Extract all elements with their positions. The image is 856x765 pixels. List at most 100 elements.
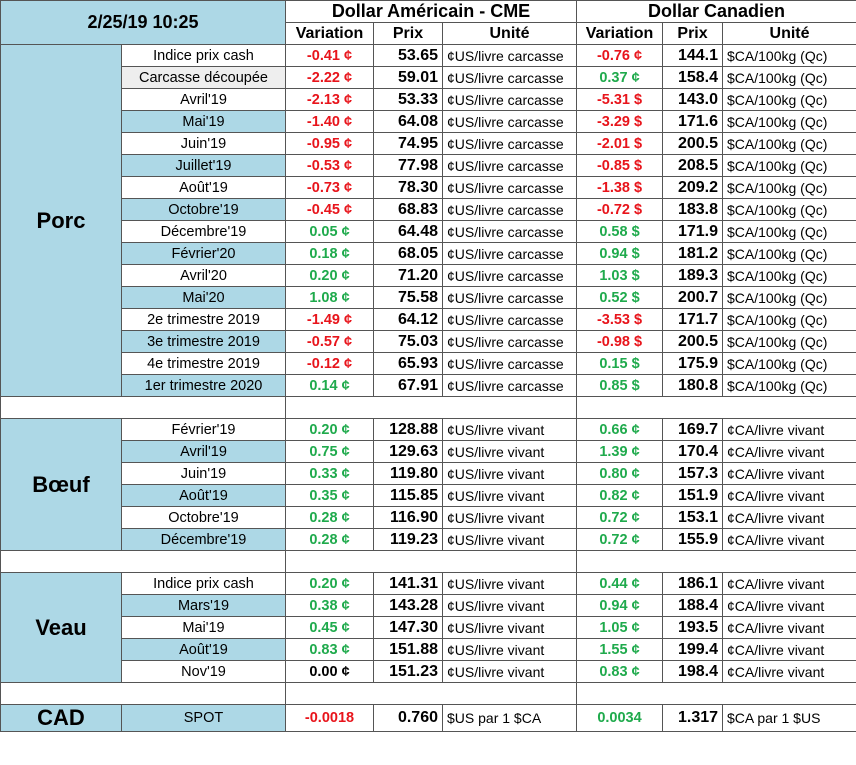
table-row: Juillet'19 -0.53 ¢ 77.98 ¢US/livre carcasse… — [1, 154, 856, 177]
table-row: Mai'19 0.45 ¢ 147.30 ¢US/livre vivant 1.05 ¢… — [1, 616, 856, 639]
cad-unit: ¢CA/livre vivant — [722, 594, 856, 617]
usd-variation: -0.57 ¢ — [285, 330, 374, 353]
usd-variation: -2.13 ¢ — [285, 88, 374, 111]
market-price-table: 2/25/19 10:25 Dollar Américain - CME Dol… — [0, 0, 856, 732]
contract-label: Indice prix cash — [121, 572, 286, 595]
separator-cell-cad — [576, 682, 856, 705]
cad-unit: $CA/100kg (Qc) — [722, 154, 856, 177]
cad-prix-header: Prix — [662, 22, 724, 45]
usd-price: 68.83 — [373, 198, 443, 221]
contract-label: Avril'19 — [121, 440, 286, 463]
usd-variation: 0.38 ¢ — [285, 594, 374, 617]
cad-price: 170.4 — [662, 440, 724, 463]
usd-price: 67.91 — [373, 374, 443, 397]
table-row: 1er trimestre 2020 0.14 ¢ 67.91 ¢US/livre c… — [1, 374, 856, 397]
usd-price: 68.05 — [373, 242, 443, 265]
cad-price: 188.4 — [662, 594, 724, 617]
usd-variation: 0.20 ¢ — [285, 418, 374, 441]
table-row-cad: CAD SPOT -0.0018 0.760 $US par 1 $CA 0.0034 1.… — [0, 704, 856, 732]
table-row: Bœuf Février'19 0.20 ¢ 128.88 ¢US/livre viva… — [0, 418, 856, 551]
usd-price: 129.63 — [373, 440, 443, 463]
usd-variation: 0.33 ¢ — [285, 462, 374, 485]
usd-price: 53.33 — [373, 88, 443, 111]
usd-variation: 0.05 ¢ — [285, 220, 374, 243]
contract-label: 4e trimestre 2019 — [121, 352, 286, 375]
usd-variation: 0.18 ¢ — [285, 242, 374, 265]
cad-price: 193.5 — [662, 616, 724, 639]
cad-variation: 0.66 ¢ — [576, 418, 664, 441]
separator-cell-cad — [576, 550, 856, 573]
cad-variation: 0.85 $ — [576, 374, 664, 397]
usd-variation: -1.40 ¢ — [285, 110, 374, 133]
usd-unit: $US par 1 $CA — [441, 704, 578, 732]
section-separator — [0, 550, 856, 573]
usd-variation: 0.28 ¢ — [285, 506, 374, 529]
cad-unit: $CA/100kg (Qc) — [722, 66, 856, 89]
usd-unit: ¢US/livre vivant — [441, 638, 578, 661]
cad-unit: ¢CA/livre vivant — [722, 660, 856, 683]
contract-label: Carcasse découpée — [121, 66, 286, 89]
usd-price: 74.95 — [373, 132, 443, 155]
usd-variation: -0.73 ¢ — [285, 176, 374, 199]
contract-label: Mars'19 — [121, 594, 286, 617]
table-row: Décembre'19 0.28 ¢ 119.23 ¢US/livre vivant 0… — [1, 528, 856, 551]
cad-variation: 0.72 ¢ — [576, 506, 664, 529]
usd-section-title: Dollar Américain - CME — [284, 0, 578, 23]
cad-variation: -2.01 $ — [576, 132, 664, 155]
cad-price: 200.5 — [662, 132, 724, 155]
cad-unit: $CA/100kg (Qc) — [722, 242, 856, 265]
separator-cell-usd — [284, 396, 578, 419]
table-row: Juin'19 0.33 ¢ 119.80 ¢US/livre vivant 0.80 … — [1, 462, 856, 485]
usd-price: 119.80 — [373, 462, 443, 485]
cad-variation: -0.76 ¢ — [576, 44, 664, 67]
contract-label: Avril'20 — [121, 264, 286, 287]
contract-label: Avril'19 — [121, 88, 286, 111]
usd-price: 151.88 — [373, 638, 443, 661]
cad-variation: 0.72 ¢ — [576, 528, 664, 551]
section-label-porc: Porc — [0, 44, 122, 397]
cad-unit: $CA/100kg (Qc) — [722, 286, 856, 309]
usd-unit: ¢US/livre carcasse — [441, 88, 578, 111]
usd-price: 75.03 — [373, 330, 443, 353]
cad-unite-header: Unité — [722, 22, 856, 45]
usd-price: 78.30 — [373, 176, 443, 199]
cad-unit: ¢CA/livre vivant — [722, 638, 856, 661]
cad-variation: -5.31 $ — [576, 88, 664, 111]
cad-variation: 1.55 ¢ — [576, 638, 664, 661]
table-row: Porc Indice prix cash -0.41 ¢ 53.65 ¢US/livr… — [0, 44, 856, 397]
separator-cell-left — [0, 550, 286, 573]
usd-price: 141.31 — [373, 572, 443, 595]
cad-price: 171.7 — [662, 308, 724, 331]
usd-price: 115.85 — [373, 484, 443, 507]
cad-price: 198.4 — [662, 660, 724, 683]
contract-label: Juin'19 — [121, 132, 286, 155]
cad-unit: ¢CA/livre vivant — [722, 462, 856, 485]
usd-variation: -0.0018 — [285, 704, 374, 732]
usd-variation: -0.45 ¢ — [285, 198, 374, 221]
cad-variation: 0.82 ¢ — [576, 484, 664, 507]
cad-price: 186.1 — [662, 572, 724, 595]
table-row: Juin'19 -0.95 ¢ 74.95 ¢US/livre carcasse -2.… — [1, 132, 856, 155]
cad-variation: -3.53 $ — [576, 308, 664, 331]
usd-price: 143.28 — [373, 594, 443, 617]
usd-variation-header: Variation — [285, 22, 374, 45]
section-label-boeuf: Bœuf — [0, 418, 122, 551]
usd-unit: ¢US/livre vivant — [441, 418, 578, 441]
usd-price: 128.88 — [373, 418, 443, 441]
section-separator — [0, 682, 856, 705]
usd-unit: ¢US/livre vivant — [441, 572, 578, 595]
table-row: Nov'19 0.00 ¢ 151.23 ¢US/livre vivant 0.83 ¢… — [1, 660, 856, 683]
usd-unit: ¢US/livre carcasse — [441, 110, 578, 133]
usd-variation: -0.12 ¢ — [285, 352, 374, 375]
usd-unit: ¢US/livre carcasse — [441, 286, 578, 309]
usd-unit: ¢US/livre carcasse — [441, 176, 578, 199]
cad-variation: 0.37 ¢ — [576, 66, 664, 89]
table-row: Août'19 0.83 ¢ 151.88 ¢US/livre vivant 1.55 … — [1, 638, 856, 661]
cad-variation: 0.80 ¢ — [576, 462, 664, 485]
cad-variation: 0.52 $ — [576, 286, 664, 309]
usd-price: 64.48 — [373, 220, 443, 243]
usd-price: 77.98 — [373, 154, 443, 177]
usd-unit: ¢US/livre carcasse — [441, 374, 578, 397]
contract-label: 3e trimestre 2019 — [121, 330, 286, 353]
contract-label: Juillet'19 — [121, 154, 286, 177]
